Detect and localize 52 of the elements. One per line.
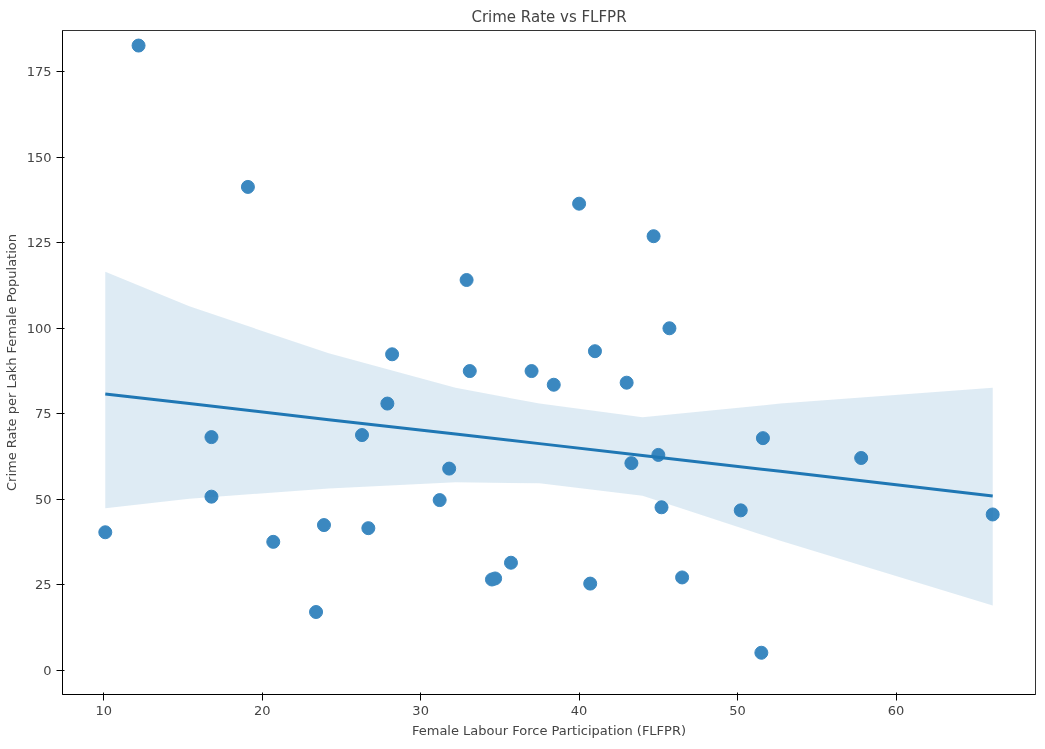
point <box>524 364 539 379</box>
point <box>240 179 255 194</box>
point <box>654 500 669 515</box>
y-tick-label: 175 <box>26 64 52 80</box>
point <box>985 507 1000 522</box>
point <box>587 344 602 359</box>
point <box>98 525 113 540</box>
point <box>361 521 376 536</box>
chart-title: Crime Rate vs FLFPR <box>471 7 627 26</box>
point <box>624 456 639 471</box>
y-tick-label: 50 <box>34 491 52 507</box>
point <box>646 229 661 244</box>
y-tick-label: 0 <box>43 663 52 679</box>
y-tick-label: 25 <box>34 577 52 593</box>
point <box>380 396 395 411</box>
y-tick-label: 75 <box>34 406 52 422</box>
point <box>462 364 477 379</box>
point <box>385 347 400 362</box>
x-tick-label: 20 <box>253 702 271 718</box>
point <box>754 645 769 660</box>
line-series <box>103 392 995 498</box>
point <box>316 518 331 533</box>
y-axis-title: Crime Rate per Lakh Female Population <box>3 233 19 492</box>
point <box>503 555 518 570</box>
x-tick-label: 30 <box>412 702 429 718</box>
point <box>583 576 598 591</box>
x-tick-label: 10 <box>95 702 112 718</box>
y-tick-label: 150 <box>26 149 52 165</box>
y-tick-label: 125 <box>26 235 52 251</box>
x-tick-label: 40 <box>570 702 588 718</box>
point <box>204 430 219 445</box>
x-axis-title: Female Labour Force Participation (FLFPR) <box>411 722 687 738</box>
x-tick-label: 50 <box>729 702 746 718</box>
point <box>204 489 219 504</box>
point <box>488 571 503 586</box>
point <box>131 38 146 53</box>
point <box>355 428 370 443</box>
point <box>675 570 690 585</box>
point <box>309 605 324 619</box>
point <box>572 196 587 211</box>
point <box>733 503 748 518</box>
point <box>546 377 561 392</box>
point <box>266 534 281 549</box>
point <box>459 273 474 287</box>
point <box>662 321 677 336</box>
point <box>432 493 447 508</box>
point <box>854 451 869 465</box>
x-tick-label: 60 <box>887 702 905 718</box>
point <box>442 461 457 476</box>
y-tick-label: 100 <box>26 320 52 336</box>
point <box>755 431 770 446</box>
point <box>619 375 634 390</box>
